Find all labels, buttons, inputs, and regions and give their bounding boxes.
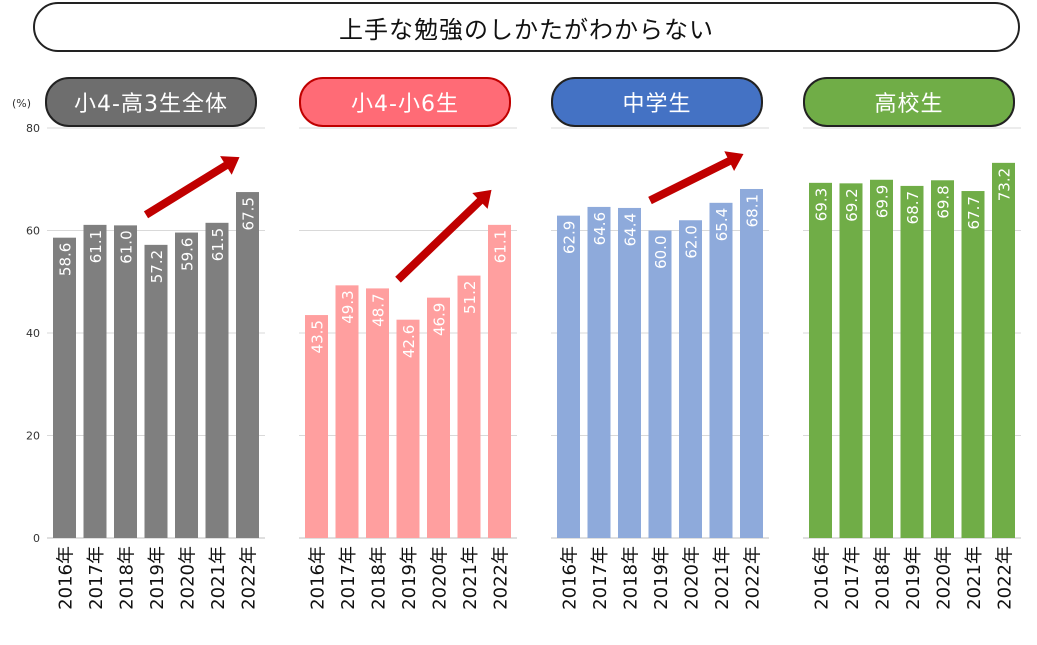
y-axis-unit: (%) [12, 97, 32, 110]
category-label: 2021年 [712, 546, 733, 610]
bar-value-label: 68.1 [744, 194, 762, 227]
bar [961, 191, 985, 538]
bar-value-label: 67.7 [965, 196, 983, 229]
category-label: 2021年 [208, 546, 229, 610]
category-label: 2017年 [842, 546, 863, 610]
bar [396, 319, 420, 538]
bar [114, 225, 137, 538]
category-label: 2018年 [369, 546, 390, 610]
category-label: 2018年 [621, 546, 642, 610]
bar-value-label: 51.2 [461, 281, 479, 314]
category-label: 2016年 [560, 546, 581, 610]
trend-arrow [395, 189, 492, 283]
bar [839, 183, 863, 538]
category-label: 2019年 [147, 546, 168, 610]
category-label: 2022年 [743, 546, 764, 610]
bar [809, 182, 832, 538]
bar-value-label: 67.5 [240, 197, 258, 230]
category-label: 2016年 [812, 546, 833, 610]
bar-value-label: 61.1 [492, 230, 510, 263]
bar-value-label: 65.4 [713, 208, 731, 241]
bar-value-label: 62.0 [683, 225, 701, 258]
bar-value-label: 48.7 [370, 293, 388, 326]
bar [931, 180, 954, 538]
bar [366, 288, 389, 538]
bar-value-label: 57.2 [148, 250, 166, 283]
y-tick-label: 60 [26, 225, 40, 238]
bar [335, 285, 359, 538]
category-label: 2016年 [56, 546, 77, 610]
panel-title-junior-high: 中学生 [551, 77, 763, 127]
trend-arrow [143, 156, 240, 219]
bar-value-label: 59.6 [179, 238, 197, 271]
bar [53, 237, 76, 539]
category-label: 2020年 [430, 546, 451, 610]
bar [587, 206, 611, 539]
y-tick-label: 20 [26, 430, 40, 443]
panel-title-all: 小4-高3生全体 [45, 77, 257, 127]
bar [144, 244, 168, 538]
bar [457, 275, 481, 538]
bar-value-label: 69.8 [935, 185, 953, 218]
bar [870, 179, 893, 538]
y-tick-label: 80 [26, 122, 40, 135]
bar [427, 297, 450, 538]
bar [679, 220, 702, 538]
bar-value-label: 61.0 [118, 230, 136, 263]
category-label: 2016年 [308, 546, 329, 610]
trend-arrow [648, 151, 744, 205]
y-tick-label: 0 [33, 532, 40, 545]
bar-value-label: 60.0 [652, 236, 670, 269]
category-label: 2020年 [178, 546, 199, 610]
panel-title-elementary: 小4-小6生 [299, 77, 511, 127]
chart-title: 上手な勉強のしかたがわからない [33, 2, 1020, 52]
y-tick-label: 40 [26, 327, 40, 340]
bar [175, 232, 198, 539]
category-label: 2019年 [399, 546, 420, 610]
bar-value-label: 68.7 [904, 191, 922, 224]
bar [488, 224, 511, 539]
bar-value-label: 61.5 [209, 228, 227, 261]
bar [709, 202, 733, 538]
bar [740, 188, 763, 539]
bar [205, 222, 229, 538]
category-label: 2021年 [964, 546, 985, 610]
bar-value-label: 61.1 [87, 230, 105, 263]
bar [648, 230, 672, 538]
category-label: 2020年 [934, 546, 955, 610]
bar-value-label: 64.4 [622, 213, 640, 246]
category-label: 2017年 [86, 546, 107, 610]
bar-value-label: 42.6 [400, 325, 418, 358]
category-label: 2018年 [117, 546, 138, 610]
bar-value-label: 43.5 [309, 320, 327, 353]
bar-value-label: 58.6 [57, 243, 75, 276]
bar [236, 192, 259, 538]
category-label: 2018年 [873, 546, 894, 610]
bar-value-label: 73.2 [996, 168, 1014, 201]
bar-value-label: 69.3 [813, 188, 831, 221]
bar [83, 224, 107, 539]
bar [557, 215, 580, 538]
bar-value-label: 69.9 [874, 185, 892, 218]
category-label: 2017年 [338, 546, 359, 610]
bar [900, 185, 924, 538]
category-label: 2020年 [682, 546, 703, 610]
bar-value-label: 69.2 [843, 188, 861, 221]
category-label: 2022年 [239, 546, 260, 610]
bar [618, 207, 641, 538]
category-label: 2022年 [491, 546, 512, 610]
bar-value-label: 62.9 [561, 221, 579, 254]
bar [305, 315, 328, 538]
category-label: 2019年 [903, 546, 924, 610]
bar-value-label: 64.6 [591, 212, 609, 245]
panel-title-high-school: 高校生 [803, 77, 1015, 127]
category-label: 2017年 [590, 546, 611, 610]
bar-value-label: 46.9 [431, 303, 449, 336]
category-label: 2022年 [995, 546, 1016, 610]
bar [992, 162, 1015, 538]
category-label: 2019年 [651, 546, 672, 610]
bar-value-label: 49.3 [339, 290, 357, 323]
category-label: 2021年 [460, 546, 481, 610]
